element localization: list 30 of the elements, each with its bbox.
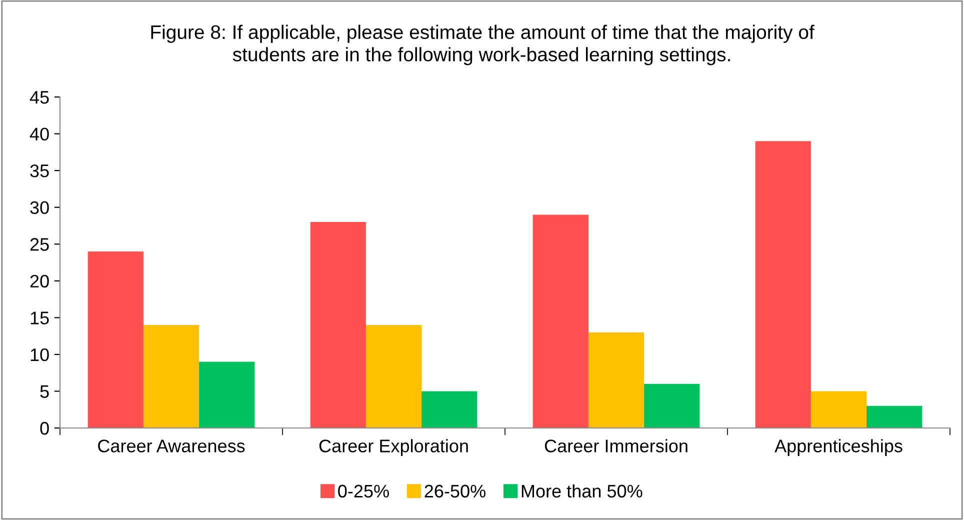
bar xyxy=(588,332,644,428)
x-tick-label: Apprenticeships xyxy=(774,439,902,456)
y-tick-label: 40 xyxy=(30,128,49,140)
y-tick-label: 35 xyxy=(30,164,49,178)
chart-title: Figure 8: If applicable, please estimate the amount of time that the majority of students are in the following work-based learning settings. xyxy=(151,24,814,66)
y-tick-label: 20 xyxy=(30,274,49,288)
legend-label: 26-50% xyxy=(424,484,486,498)
bar xyxy=(366,325,422,428)
bar xyxy=(199,362,255,428)
x-tick-label: Career Immersion xyxy=(544,439,688,452)
bar xyxy=(810,391,867,428)
bar xyxy=(866,406,922,428)
y-tick-label: 10 xyxy=(30,348,49,362)
bar xyxy=(422,391,478,428)
x-tick-label: Career Awareness xyxy=(98,440,245,452)
bar xyxy=(310,222,366,428)
y-tick-label: 30 xyxy=(30,201,49,214)
legend-label: More than 50% xyxy=(522,484,642,498)
legend-label: 0-25% xyxy=(338,484,389,498)
y-tick-label: 25 xyxy=(30,238,49,251)
y-tick-label: 45 xyxy=(30,91,49,104)
y-tick-label: 15 xyxy=(30,312,49,324)
y-tick-label: 0 xyxy=(40,422,49,435)
bar xyxy=(88,251,144,428)
bar xyxy=(532,214,588,428)
bar xyxy=(644,384,700,428)
bar xyxy=(143,325,200,428)
y-tick-label: 5 xyxy=(40,385,49,398)
bar xyxy=(755,141,811,428)
x-tick-label: Career Exploration xyxy=(319,439,468,456)
